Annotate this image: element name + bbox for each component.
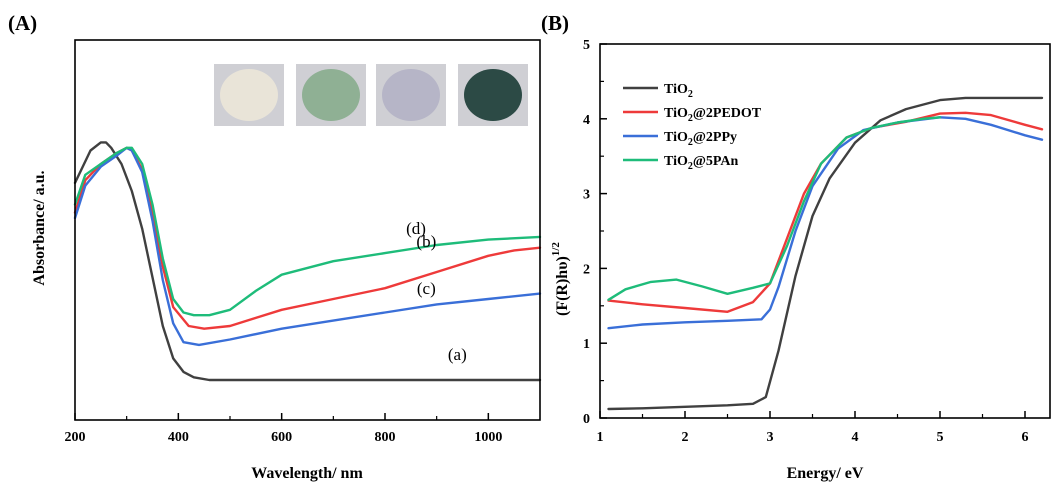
panel-b-y-tick-label: 4 xyxy=(583,113,590,128)
panel-a-x-tick-label: 200 xyxy=(65,430,86,445)
legend-label: TiO2@2PEDOT xyxy=(664,106,762,124)
legend-label-base: TiO xyxy=(664,106,688,121)
panel-b-x-tick-label: 2 xyxy=(682,430,689,445)
panel-a-series-line-a xyxy=(73,141,542,382)
sample-photo-2 xyxy=(296,64,366,126)
panel-b-x-tick-label: 6 xyxy=(1022,430,1029,445)
panel-b-y-tick-label: 5 xyxy=(583,38,590,53)
legend-label: TiO2@2PPy xyxy=(664,130,737,148)
legend-label-subscript: 2 xyxy=(688,89,693,100)
sample-photo-3 xyxy=(376,64,446,126)
panel-a-curve-label: (c) xyxy=(417,279,436,298)
legend-label-subscript: 2 xyxy=(688,113,693,124)
panel-a-curve-label: (a) xyxy=(448,345,467,364)
panel-b-y-tick-label: 1 xyxy=(583,337,590,352)
panel-b-series xyxy=(607,96,1044,411)
panel-b-y-axis-label: (F(R)hυ)1/2 xyxy=(550,242,571,316)
panel-b-y-axis-label-main: (F(R)hυ) xyxy=(554,256,571,316)
panel-a-curve-labels: (a) (b) (c) (d) xyxy=(406,219,467,364)
panel-b-y-tick-label: 2 xyxy=(583,262,590,277)
panel-b-series-line-4 xyxy=(607,116,942,301)
legend-item: TiO2@2PPy xyxy=(623,130,737,148)
legend-item: TiO2 xyxy=(623,82,693,100)
legend-label: TiO2 xyxy=(664,82,693,100)
panel-b-y-tick-label: 0 xyxy=(583,412,590,427)
legend-label-base: TiO xyxy=(664,130,688,145)
panel-a-x-tick-label: 800 xyxy=(375,430,396,445)
legend-label-rest: @2PPy xyxy=(693,130,737,145)
panel-a-series-line-d xyxy=(73,146,542,317)
panel-b-series-line-3 xyxy=(607,116,1044,330)
panel-b-series-line-1 xyxy=(607,96,1044,411)
panel-b-label: (B) xyxy=(541,11,569,35)
legend-label-subscript: 2 xyxy=(688,137,693,148)
panel-a: (A) 200 400 600 800 1000 (a) (b) (c) (d) Wavele… xyxy=(8,11,542,482)
panel-b-x-tick-label: 4 xyxy=(852,430,859,445)
panel-b-x-axis-label: Energy/ eV xyxy=(787,465,864,482)
sample-powder xyxy=(464,69,522,121)
legend-label-base: TiO xyxy=(664,82,688,97)
panel-b-x-tick-label: 1 xyxy=(597,430,604,445)
legend-item: TiO2@5PAn xyxy=(623,154,739,172)
sample-powder xyxy=(302,69,360,121)
panel-b-y-axis-label-exponent: 1/2 xyxy=(550,242,562,257)
panel-b-frame xyxy=(599,43,1051,419)
legend-item: TiO2@2PEDOT xyxy=(623,106,762,124)
panel-b-x-tick-label: 5 xyxy=(937,430,944,445)
panel-a-y-axis-label: Absorbance/ a.u. xyxy=(31,170,48,285)
panel-a-curve-label: (d) xyxy=(406,219,426,238)
panel-b-x-tick-label: 3 xyxy=(767,430,774,445)
sample-powder xyxy=(220,69,278,121)
panel-a-series-line-c xyxy=(73,146,542,347)
legend-label-rest: @5PAn xyxy=(693,154,739,169)
panel-b-y-tick-label: 3 xyxy=(583,188,590,203)
legend-label: TiO2@5PAn xyxy=(664,154,739,172)
legend-label-subscript: 2 xyxy=(688,161,693,172)
legend-label-base: TiO xyxy=(664,154,688,169)
panel-a-ticks: 200 400 600 800 1000 xyxy=(65,413,502,445)
panel-a-x-tick-label: 600 xyxy=(271,430,292,445)
panel-a-x-tick-label: 400 xyxy=(168,430,189,445)
panel-a-label: (A) xyxy=(8,11,37,35)
inset-sample-photos xyxy=(214,64,528,126)
panel-a-x-axis-label: Wavelength/ nm xyxy=(251,465,363,482)
panel-a-frame xyxy=(74,39,541,421)
sample-powder xyxy=(382,69,440,121)
legend-label-rest: @2PEDOT xyxy=(693,106,762,121)
sample-photo-1 xyxy=(214,64,284,126)
panel-a-series xyxy=(73,141,542,382)
sample-photo-4 xyxy=(458,64,528,126)
panel-a-curve-label: (b) xyxy=(416,232,436,251)
panel-a-x-tick-label: 1000 xyxy=(474,430,502,445)
